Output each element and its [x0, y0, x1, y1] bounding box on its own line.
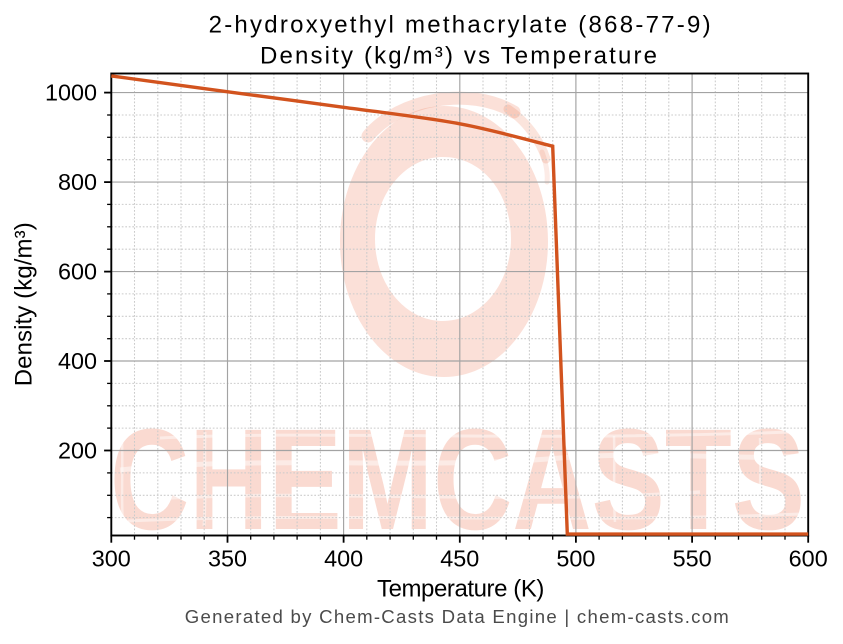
svg-text:350: 350: [208, 546, 247, 572]
svg-text:600: 600: [58, 259, 97, 285]
svg-text:400: 400: [324, 546, 363, 572]
svg-text:1000: 1000: [45, 80, 97, 106]
svg-text:600: 600: [789, 546, 828, 572]
svg-text:Density (kg/m³) vs Temperature: Density (kg/m³) vs Temperature: [260, 43, 657, 70]
svg-text:500: 500: [556, 546, 595, 572]
svg-text:Generated by Chem-Casts Data E: Generated by Chem-Casts Data Engine | ch…: [185, 606, 729, 627]
svg-text:400: 400: [58, 348, 97, 374]
svg-text:550: 550: [673, 546, 712, 572]
svg-text:800: 800: [58, 169, 97, 195]
svg-text:200: 200: [58, 438, 97, 464]
svg-text:Density (kg/m³): Density (kg/m³): [10, 222, 37, 386]
svg-text:2-hydroxyethyl methacrylate (8: 2-hydroxyethyl methacrylate (868-77-9): [209, 12, 711, 39]
svg-text:Temperature (K): Temperature (K): [377, 575, 544, 602]
svg-text:450: 450: [440, 546, 479, 572]
svg-text:300: 300: [92, 546, 131, 572]
